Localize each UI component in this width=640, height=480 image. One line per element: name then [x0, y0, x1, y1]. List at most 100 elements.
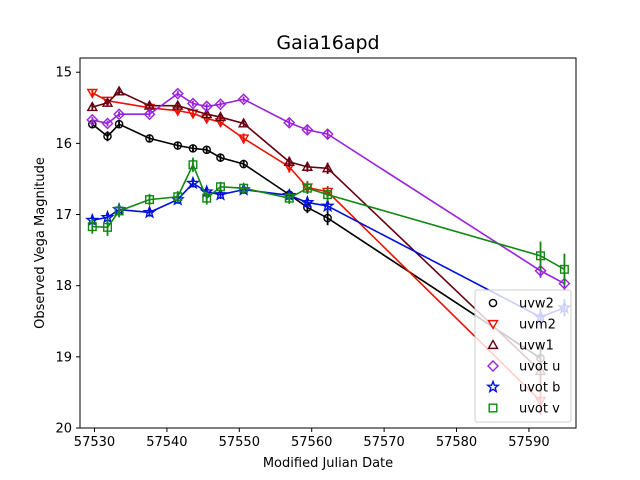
plot-frame: [79, 57, 577, 429]
legend-label: uvot u: [519, 360, 560, 375]
x-tick-label: 57560: [291, 435, 332, 450]
data-point: [216, 153, 225, 162]
data-point: [237, 134, 250, 145]
data-point: [113, 85, 125, 96]
x-tick-label: 57530: [74, 435, 115, 450]
data-point: [323, 190, 333, 200]
series-uvot-u: [86, 87, 571, 291]
x-tick-label: 57550: [219, 435, 260, 450]
data-point: [202, 193, 212, 203]
data-point: [86, 113, 99, 126]
legend: uvw2 uvm2 uvw1 uvot u uvot b uvot v: [474, 289, 572, 423]
data-point: [283, 116, 296, 129]
data-point: [185, 175, 201, 190]
data-point: [200, 100, 213, 113]
data-point: [171, 87, 184, 100]
data-point: [143, 108, 156, 121]
data-point: [87, 222, 97, 232]
series-line-uvw2: [91, 123, 541, 359]
data-point: [301, 123, 314, 136]
y-tick-label: 16: [55, 137, 72, 152]
data-point: [201, 108, 213, 119]
data-point: [321, 128, 334, 141]
data-point: [213, 187, 228, 201]
y-tick-label: 15: [55, 66, 72, 81]
data-point: [188, 160, 198, 170]
legend-label: uvw2: [519, 297, 554, 312]
legend-item-uvot-u: uvot u: [487, 360, 560, 375]
legend-item-uvot-b: uvot b: [485, 379, 560, 396]
series-uvw1: [86, 85, 547, 386]
data-point: [237, 93, 250, 106]
y-tick-label: 19: [55, 350, 72, 365]
data-point: [103, 131, 112, 141]
series-line-uvm2: [91, 92, 542, 402]
legend-marker: [487, 360, 499, 372]
data-point: [320, 198, 335, 213]
x-tick-label: 57570: [363, 435, 404, 450]
legend-item-uvm2: uvm2: [487, 318, 556, 333]
data-point: [114, 206, 124, 216]
legend-marker: [487, 339, 499, 350]
legend-label: uvm2: [519, 318, 556, 333]
data-point: [301, 160, 314, 171]
data-point: [172, 99, 184, 110]
data-point: [300, 194, 315, 209]
series-line-uvw1: [92, 90, 542, 372]
legend-box: [474, 289, 572, 423]
y-tick-label: 18: [55, 279, 72, 294]
x-tick-label: 57580: [436, 435, 477, 450]
legend-marker: [488, 403, 498, 413]
data-point: [237, 117, 250, 128]
data-point: [145, 134, 154, 143]
chart-title: Gaia16apd: [276, 32, 379, 54]
x-axis-label: Modified Julian Date: [263, 456, 393, 471]
legend-item-uvw2: uvw2: [488, 297, 554, 312]
data-point: [86, 88, 99, 99]
data-point: [101, 117, 114, 130]
data-point: [142, 204, 157, 219]
data-point: [173, 192, 183, 202]
data-point: [114, 119, 124, 129]
x-axis: 57530 57540 57550 57560 57570 57580 57590: [74, 428, 550, 450]
series-uvot-v: [87, 157, 569, 285]
data-point: [559, 264, 569, 274]
legend-marker: [488, 298, 498, 308]
data-point: [173, 141, 183, 150]
y-tick-label: 20: [55, 422, 72, 437]
data-point: [214, 111, 227, 122]
y-axis: 15 16 17 18 19 20: [55, 66, 80, 437]
data-point: [283, 155, 295, 166]
data-point: [145, 195, 155, 205]
legend-item-uvw1: uvw1: [487, 339, 554, 354]
legend-label: uvot b: [519, 381, 560, 396]
legend-label: uvot v: [519, 402, 560, 417]
y-tick-label: 17: [55, 208, 72, 223]
data-point: [536, 251, 546, 261]
legend-marker: [487, 319, 499, 330]
data-point: [214, 98, 227, 111]
data-point: [302, 183, 312, 193]
legend-item-uvot-v: uvot v: [488, 402, 560, 417]
data-point: [103, 222, 113, 232]
legend-label: uvw1: [519, 339, 554, 354]
x-tick-label: 57590: [508, 435, 549, 450]
data-point: [113, 108, 126, 121]
legend-marker: [485, 379, 501, 394]
data-point: [239, 183, 249, 193]
data-point: [284, 193, 294, 203]
data-point: [321, 162, 334, 173]
data-point: [186, 97, 199, 110]
x-tick-label: 57540: [146, 435, 187, 450]
data-point: [215, 182, 225, 192]
y-axis-label: Observed Vega Magnitude: [33, 157, 48, 329]
data-point: [86, 101, 99, 112]
data-point: [534, 264, 547, 277]
data-point: [188, 144, 198, 153]
data-point: [101, 96, 114, 107]
data-point: [558, 277, 571, 290]
data-point: [202, 145, 212, 155]
data-point: [239, 159, 248, 169]
data-point: [323, 213, 332, 223]
